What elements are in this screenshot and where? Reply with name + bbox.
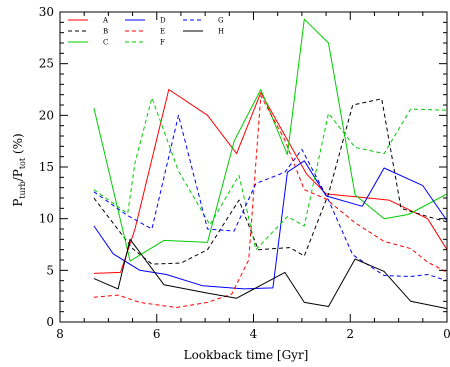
x-tick-label: 4 [250,327,258,341]
y-tick-label: 15 [39,160,54,174]
series-line-d [93,160,448,290]
legend: ABC DEF GH [68,17,224,47]
x-tick-label: 8 [56,327,64,341]
series-line-g [93,114,448,282]
x-tick-label: 0 [443,327,450,341]
y-tick-label: 10 [39,212,54,226]
axes [59,11,448,323]
y-axis-title-main: P [11,199,25,207]
series-line-b [93,98,448,265]
series-lines [93,18,448,310]
y-axis-title-sub2: tot [18,157,27,169]
legend-label-f: F [160,39,165,47]
legend-label-e: E [160,28,165,36]
x-tick-label: 2 [346,327,354,341]
series-line-h [93,238,448,310]
y-axis-title-tail: (%) [11,133,25,158]
legend-label-b: B [103,28,108,36]
y-axis-title-sub1: turb [18,181,27,198]
series-line-a [93,89,448,274]
legend-label-d: D [160,17,166,25]
legend-label-a: A [102,17,109,25]
series-line-c [93,18,448,262]
series-line-e [93,95,448,308]
x-axis-title: Lookback time [Gyr] [184,348,309,362]
y-tick-label: 0 [46,315,54,329]
y-tick-label: 25 [39,57,54,71]
y-tick-label: 30 [39,5,54,19]
series-line-f [93,97,448,251]
legend-label-h: H [218,28,224,36]
y-tick-label: 20 [39,108,54,122]
plot-frame [59,11,448,323]
y-tick-label: 5 [46,263,54,277]
y-axis-title: Pturb/Ptot (%) [11,133,27,206]
y-axis-title-mid: /P [11,169,25,181]
x-tick-label: 6 [153,327,161,341]
legend-label-c: C [103,39,108,47]
legend-label-g: G [218,17,224,25]
